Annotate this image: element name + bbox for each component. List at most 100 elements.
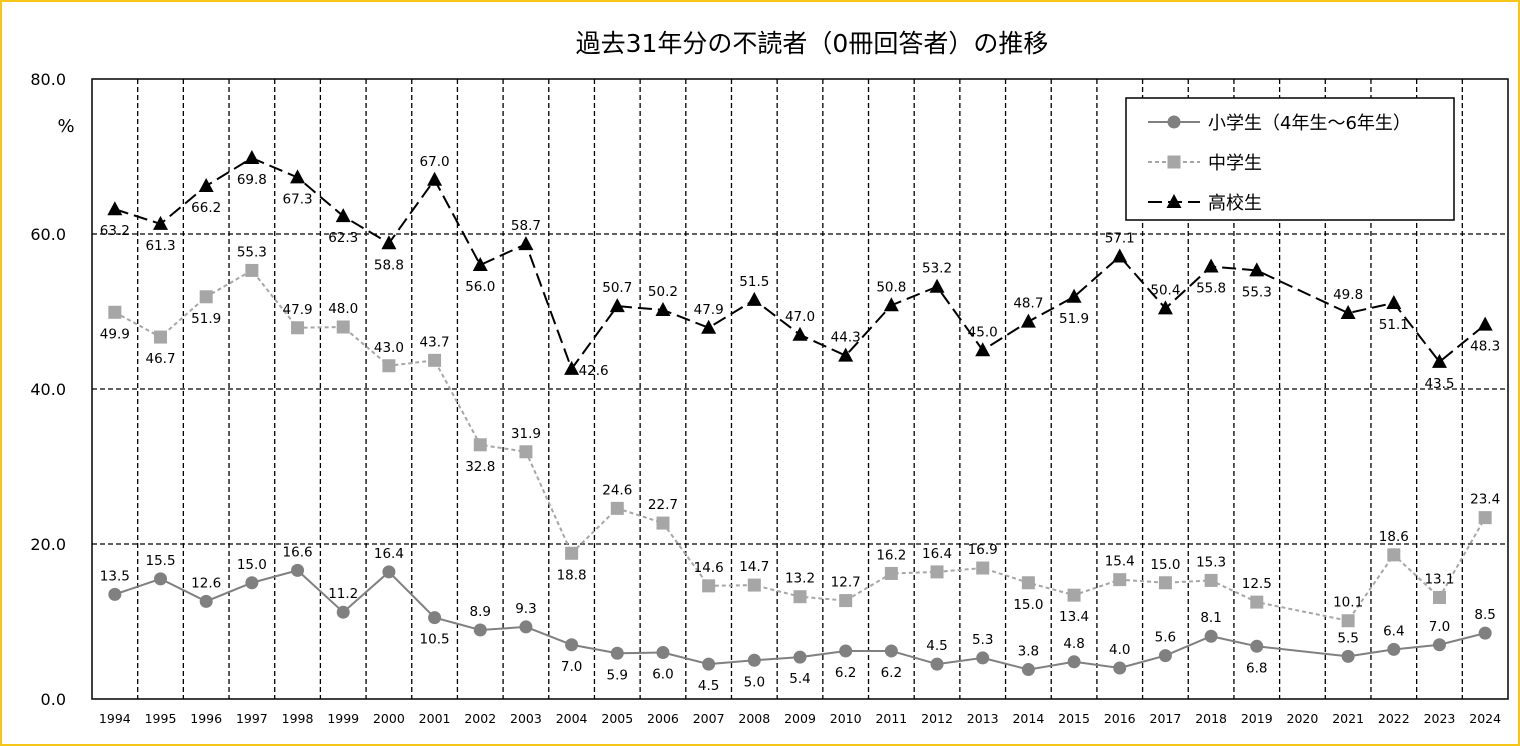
square-marker bbox=[1387, 548, 1401, 562]
triangle-marker bbox=[701, 319, 717, 334]
x-tick-label: 2024 bbox=[1469, 711, 1501, 726]
circle-marker bbox=[565, 638, 579, 652]
circle-marker bbox=[610, 646, 624, 660]
triangle-marker bbox=[290, 169, 306, 184]
circle-marker bbox=[656, 646, 670, 659]
x-tick-label: 2017 bbox=[1150, 711, 1182, 726]
y-axis-label: % bbox=[57, 116, 74, 137]
circle-marker bbox=[1067, 655, 1081, 669]
square-marker bbox=[702, 579, 716, 593]
data-label: 51.5 bbox=[739, 274, 769, 290]
x-tick-label: 2000 bbox=[373, 711, 405, 726]
triangle-marker bbox=[427, 171, 443, 186]
y-tick-label: 0.0 bbox=[41, 690, 66, 709]
legend-label: 高校生 bbox=[1208, 193, 1262, 214]
x-tick-label: 2003 bbox=[510, 711, 542, 726]
data-label: 32.8 bbox=[465, 459, 495, 475]
circle-marker bbox=[473, 623, 487, 637]
data-label: 13.4 bbox=[1059, 609, 1089, 625]
triangle-marker bbox=[564, 360, 580, 375]
triangle-marker bbox=[746, 291, 762, 306]
data-label: 18.8 bbox=[557, 567, 587, 583]
data-label: 5.0 bbox=[744, 674, 765, 690]
triangle-marker bbox=[1386, 294, 1402, 309]
data-label: 4.5 bbox=[698, 678, 719, 694]
circle-marker bbox=[702, 657, 716, 671]
circle-marker bbox=[108, 587, 122, 601]
data-label: 6.8 bbox=[1246, 660, 1267, 676]
data-label: 8.1 bbox=[1200, 610, 1221, 626]
square-marker bbox=[154, 330, 168, 344]
triangle-marker bbox=[472, 257, 488, 271]
data-label: 50.2 bbox=[648, 284, 678, 300]
square-marker bbox=[1021, 576, 1035, 590]
square-marker bbox=[1167, 155, 1181, 169]
data-label: 3.8 bbox=[1018, 644, 1039, 660]
data-label: 14.7 bbox=[739, 559, 769, 575]
circle-marker bbox=[747, 653, 761, 667]
data-label: 62.3 bbox=[328, 230, 358, 246]
square-marker bbox=[1067, 588, 1081, 602]
square-marker bbox=[884, 566, 898, 580]
data-label: 55.8 bbox=[1196, 281, 1226, 297]
series-line bbox=[114, 156, 1486, 371]
triangle-marker bbox=[1166, 194, 1182, 208]
triangle-marker bbox=[1203, 258, 1219, 273]
x-tick-label: 1997 bbox=[236, 711, 268, 726]
x-tick-label: 2023 bbox=[1424, 711, 1456, 726]
data-label: 31.9 bbox=[511, 426, 541, 442]
data-label: 58.8 bbox=[374, 257, 404, 273]
triangle-marker bbox=[838, 347, 854, 362]
square-marker bbox=[839, 594, 853, 608]
y-tick-label: 20.0 bbox=[30, 535, 66, 554]
triangle-marker bbox=[335, 208, 351, 223]
square-marker bbox=[656, 516, 670, 530]
triangle-marker bbox=[198, 177, 214, 192]
data-label: 12.7 bbox=[831, 575, 861, 591]
data-label: 61.3 bbox=[145, 238, 175, 254]
x-tick-label: 2005 bbox=[601, 711, 633, 726]
x-tick-label: 2010 bbox=[830, 711, 862, 726]
circle-marker bbox=[793, 650, 807, 664]
data-label: 48.0 bbox=[328, 301, 358, 317]
data-label: 5.3 bbox=[972, 632, 993, 648]
data-label: 48.3 bbox=[1470, 339, 1500, 355]
x-tick-label: 2001 bbox=[419, 711, 451, 726]
data-label: 12.6 bbox=[191, 575, 221, 591]
x-tick-label: 2004 bbox=[556, 711, 588, 726]
square-marker bbox=[1341, 614, 1355, 628]
data-label: 4.0 bbox=[1109, 642, 1130, 658]
data-label: 5.9 bbox=[607, 667, 628, 683]
chart-title: 過去31年分の不読者（0冊回答者）の推移 bbox=[576, 29, 1049, 58]
circle-marker bbox=[1341, 649, 1355, 663]
data-label: 47.9 bbox=[283, 302, 313, 318]
triangle-marker bbox=[975, 342, 991, 357]
circle-marker bbox=[1432, 638, 1446, 652]
data-label: 11.2 bbox=[328, 586, 358, 602]
circle-marker bbox=[154, 572, 168, 586]
square-marker bbox=[610, 501, 624, 515]
data-label: 18.6 bbox=[1379, 529, 1409, 545]
data-label: 23.4 bbox=[1470, 492, 1500, 508]
x-tick-label: 1995 bbox=[145, 711, 177, 726]
data-label: 13.2 bbox=[785, 571, 815, 587]
circle-marker bbox=[382, 565, 396, 579]
square-marker bbox=[108, 305, 122, 319]
x-tick-label: 2012 bbox=[921, 711, 953, 726]
square-marker bbox=[976, 561, 990, 575]
y-tick-label: 60.0 bbox=[30, 225, 66, 244]
data-label: 51.1 bbox=[1379, 317, 1409, 333]
circle-marker bbox=[884, 644, 898, 658]
x-tick-label: 2006 bbox=[647, 711, 679, 726]
triangle-marker bbox=[655, 301, 671, 316]
triangle-marker bbox=[929, 278, 945, 293]
data-label: 15.3 bbox=[1196, 554, 1226, 570]
data-label: 50.8 bbox=[876, 279, 906, 295]
square-marker bbox=[291, 321, 305, 335]
data-label: 16.2 bbox=[876, 547, 906, 563]
triangle-marker bbox=[381, 235, 397, 250]
circle-marker bbox=[291, 563, 305, 577]
legend-label: 中学生 bbox=[1208, 153, 1262, 174]
square-marker bbox=[930, 565, 944, 579]
square-marker bbox=[1158, 576, 1172, 590]
